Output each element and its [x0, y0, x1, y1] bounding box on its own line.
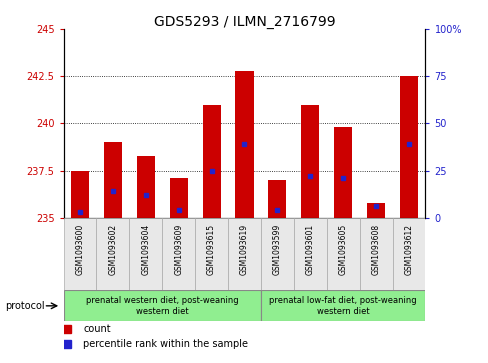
Bar — [326, 218, 359, 290]
Text: GSM1093604: GSM1093604 — [141, 224, 150, 275]
Text: GSM1093605: GSM1093605 — [338, 224, 347, 275]
Bar — [71, 171, 89, 218]
Bar — [202, 105, 220, 218]
Text: GSM1093615: GSM1093615 — [207, 224, 216, 275]
Bar — [392, 218, 425, 290]
Text: GSM1093601: GSM1093601 — [305, 224, 314, 275]
Bar — [333, 127, 351, 218]
Bar — [137, 155, 155, 218]
Bar — [195, 218, 227, 290]
Bar — [301, 105, 319, 218]
Bar — [359, 218, 392, 290]
Text: prenatal low-fat diet, post-weaning
western diet: prenatal low-fat diet, post-weaning west… — [269, 296, 416, 315]
Text: GSM1093608: GSM1093608 — [371, 224, 380, 275]
Bar — [103, 142, 122, 218]
Text: GSM1093599: GSM1093599 — [272, 224, 281, 275]
Text: GSM1093600: GSM1093600 — [75, 224, 84, 275]
Bar — [235, 70, 253, 218]
Bar — [227, 218, 261, 290]
Bar — [63, 290, 261, 321]
Text: protocol: protocol — [5, 301, 44, 311]
Text: GSM1093612: GSM1093612 — [404, 224, 413, 274]
Bar — [162, 218, 195, 290]
Text: GSM1093619: GSM1093619 — [240, 224, 248, 275]
Bar — [261, 218, 293, 290]
Bar — [129, 218, 162, 290]
Bar — [96, 218, 129, 290]
Text: percentile rank within the sample: percentile rank within the sample — [83, 339, 248, 350]
Text: GDS5293 / ILMN_2716799: GDS5293 / ILMN_2716799 — [153, 15, 335, 29]
Bar — [268, 180, 286, 218]
Text: prenatal western diet, post-weaning
western diet: prenatal western diet, post-weaning west… — [86, 296, 238, 315]
Bar — [366, 203, 385, 218]
Text: GSM1093609: GSM1093609 — [174, 224, 183, 275]
Bar — [293, 218, 326, 290]
Bar — [169, 178, 187, 218]
Bar — [63, 218, 96, 290]
Text: GSM1093602: GSM1093602 — [108, 224, 117, 275]
Bar — [261, 290, 425, 321]
Text: count: count — [83, 323, 111, 334]
Bar — [399, 76, 417, 218]
